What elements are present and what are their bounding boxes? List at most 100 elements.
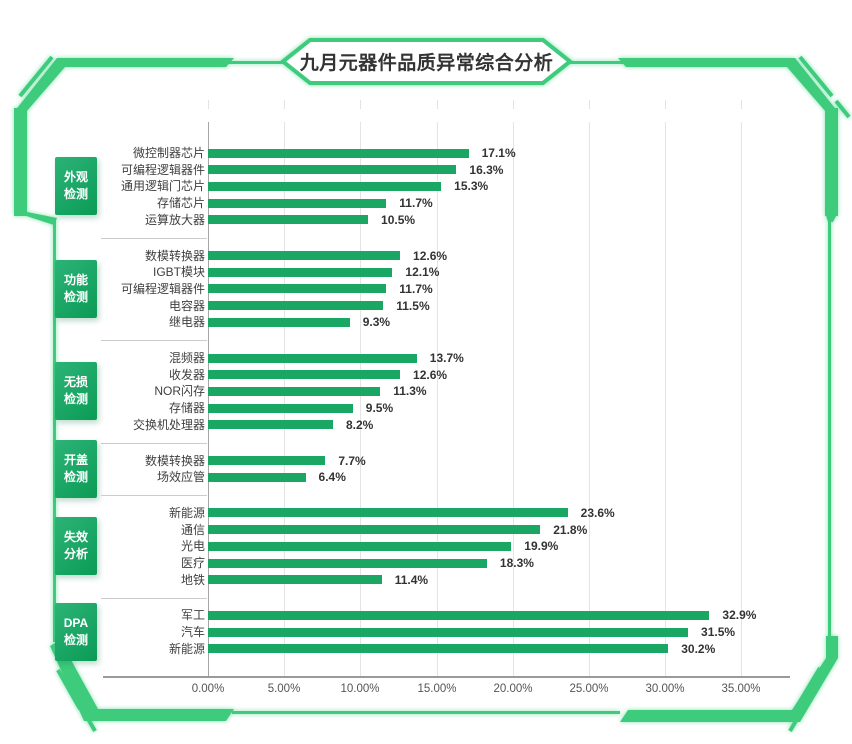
gridline [360, 122, 361, 676]
top-tick [360, 100, 361, 109]
bar-value: 11.3% [393, 384, 427, 399]
bar-value: 8.2% [345, 417, 374, 432]
bar-label: 光电 [180, 539, 205, 554]
category-badge: 开盖 检测 [55, 439, 97, 498]
category-badge-line: 外观 [63, 170, 88, 185]
bar [208, 198, 387, 208]
bar-value: 11.4% [394, 572, 429, 587]
group-separator [101, 340, 207, 342]
category-badge-line: 检测 [63, 187, 88, 202]
x-axis-label: 25.00% [569, 683, 609, 695]
bar-value: 6.4% [318, 470, 346, 485]
bar-value: 19.9% [524, 539, 559, 554]
bar-value: 31.5% [701, 625, 736, 640]
bar-label: 电容器 [168, 298, 205, 313]
bar-label: 混频器 [168, 351, 205, 365]
category-badge-line: 检测 [63, 469, 88, 484]
bar-value: 13.7% [429, 351, 464, 365]
gridline [741, 122, 742, 676]
top-tick [513, 100, 514, 109]
bar [208, 403, 353, 413]
bar [208, 317, 350, 327]
bar [208, 558, 487, 568]
bar-value: 9.3% [362, 315, 391, 330]
bar [208, 386, 381, 396]
bar-value: 12.1% [405, 265, 440, 280]
bar-label: 通信 [180, 522, 205, 537]
page-title: 九月元器件品质异常综合分析 [299, 53, 554, 74]
category-badge-line: 分析 [63, 547, 88, 562]
bar-label: 新能源 [168, 641, 205, 656]
bar-value: 23.6% [580, 505, 615, 520]
bar-label: 军工 [180, 608, 205, 623]
group-separator [101, 597, 207, 599]
bar [208, 215, 369, 225]
bar-value: 17.1% [481, 146, 516, 160]
category-badge: 失效 分析 [55, 517, 97, 576]
bar-value: 11.7% [399, 196, 433, 211]
gridline [284, 122, 285, 676]
axis-zero-line [208, 122, 209, 676]
bar-value: 32.9% [722, 608, 757, 623]
bar-label: 数模转换器 [144, 453, 205, 468]
category-badge-line: 无损 [63, 375, 88, 390]
x-axis-line [103, 676, 790, 678]
bar [208, 525, 541, 535]
bar-value: 12.6% [413, 248, 448, 263]
bar [208, 420, 333, 430]
bar-label: 微控制器芯片 [132, 146, 205, 160]
gridline [665, 122, 666, 676]
bar [208, 165, 457, 175]
bar-label: 场效应管 [156, 470, 205, 485]
bar [208, 627, 689, 637]
x-axis-label: 35.00% [721, 683, 761, 695]
bar-label: 汽车 [180, 625, 205, 640]
bar [208, 284, 387, 294]
bar [208, 472, 306, 482]
bar-label: 医疗 [180, 556, 205, 570]
bar-value: 12.6% [413, 367, 448, 382]
bar-label: 存储器 [168, 401, 205, 416]
category-badge-line: 失效 [63, 530, 88, 545]
x-axis-label: 15.00% [417, 683, 457, 695]
bar-value: 21.8% [553, 522, 588, 537]
top-tick [665, 100, 666, 109]
x-axis-label: 0.00% [191, 683, 225, 695]
top-tick [208, 100, 209, 109]
bar [208, 610, 710, 620]
bar [208, 370, 401, 380]
bar-value: 18.3% [499, 556, 534, 570]
group-separator [101, 442, 207, 444]
top-tick [284, 100, 285, 109]
category-badge: 功能 检测 [55, 259, 97, 318]
group-separator [101, 237, 207, 239]
bar [208, 267, 393, 277]
bar-label: 通用逻辑门芯片 [120, 179, 205, 194]
top-tick [741, 100, 742, 109]
bar [208, 644, 669, 654]
bar [208, 148, 469, 158]
x-axis-label: 20.00% [493, 683, 533, 695]
category-badge-line: 功能 [63, 272, 88, 287]
bar-label: 继电器 [168, 315, 205, 330]
bar-value: 11.5% [396, 298, 430, 313]
gridline [589, 122, 590, 676]
bar-label: 数模转换器 [144, 248, 205, 263]
category-badge-line: 开盖 [63, 452, 88, 467]
gridline [513, 122, 514, 676]
bar [208, 353, 417, 363]
bar-label: 存储芯片 [156, 196, 205, 211]
x-axis-label: 30.00% [645, 683, 685, 695]
bar-value: 16.3% [469, 162, 504, 177]
bar-value: 7.7% [338, 453, 366, 468]
category-badge: DPA 检测 [55, 603, 97, 662]
bar-value: 10.5% [381, 212, 416, 227]
gridline [437, 122, 438, 676]
bar-value: 30.2% [681, 641, 716, 656]
bar-label: 新能源 [168, 505, 205, 520]
group-separator [101, 495, 207, 497]
bar [208, 575, 382, 585]
bar-label: 收发器 [168, 367, 205, 382]
